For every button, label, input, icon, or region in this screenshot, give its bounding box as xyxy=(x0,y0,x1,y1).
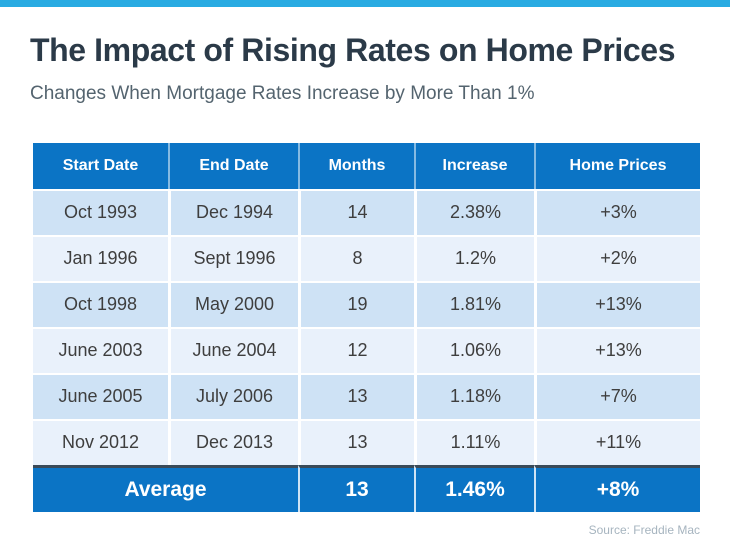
column-header-start-date: Start Date xyxy=(33,142,168,189)
table-row: Oct 1993 Dec 1994 14 2.38% +3% xyxy=(33,188,700,235)
cell-start-date: June 2003 xyxy=(33,326,168,373)
average-home-prices: +8% xyxy=(534,464,700,512)
cell-increase: 2.38% xyxy=(414,188,534,235)
cell-start-date: Oct 1993 xyxy=(33,188,168,235)
average-months: 13 xyxy=(298,464,414,512)
column-header-home-prices: Home Prices xyxy=(534,142,700,189)
column-header-end-date: End Date xyxy=(168,142,298,189)
infographic: The Impact of Rising Rates on Home Price… xyxy=(0,32,730,537)
cell-home-prices: +11% xyxy=(534,418,700,465)
cell-home-prices: +13% xyxy=(534,280,700,327)
cell-home-prices: +13% xyxy=(534,326,700,373)
table-row: Nov 2012 Dec 2013 13 1.11% +11% xyxy=(33,418,700,465)
cell-home-prices: +3% xyxy=(534,188,700,235)
table-row: Oct 1998 May 2000 19 1.81% +13% xyxy=(33,280,700,327)
cell-months: 13 xyxy=(298,372,414,419)
cell-end-date: Sept 1996 xyxy=(168,234,298,281)
cell-increase: 1.06% xyxy=(414,326,534,373)
table-row: June 2005 July 2006 13 1.18% +7% xyxy=(33,372,700,419)
cell-home-prices: +7% xyxy=(534,372,700,419)
column-header-increase: Increase xyxy=(414,142,534,189)
cell-months: 14 xyxy=(298,188,414,235)
cell-months: 12 xyxy=(298,326,414,373)
cell-increase: 1.2% xyxy=(414,234,534,281)
column-header-months: Months xyxy=(298,142,414,189)
cell-months: 8 xyxy=(298,234,414,281)
table-footer: Average 13 1.46% +8% xyxy=(33,464,700,512)
cell-increase: 1.11% xyxy=(414,418,534,465)
cell-end-date: Dec 1994 xyxy=(168,188,298,235)
cell-end-date: May 2000 xyxy=(168,280,298,327)
page-subtitle: Changes When Mortgage Rates Increase by … xyxy=(30,82,535,104)
cell-start-date: June 2005 xyxy=(33,372,168,419)
cell-home-prices: +2% xyxy=(534,234,700,281)
average-row: Average 13 1.46% +8% xyxy=(33,464,700,512)
table-row: Jan 1996 Sept 1996 8 1.2% +2% xyxy=(33,234,700,281)
rates-table: Start Date End Date Months Increase Home… xyxy=(33,142,700,512)
cell-end-date: July 2006 xyxy=(168,372,298,419)
source-note: Source: Freddie Mac xyxy=(588,522,700,537)
cell-increase: 1.81% xyxy=(414,280,534,327)
cell-months: 13 xyxy=(298,418,414,465)
cell-end-date: June 2004 xyxy=(168,326,298,373)
average-increase: 1.46% xyxy=(414,464,534,512)
cell-start-date: Nov 2012 xyxy=(33,418,168,465)
table-body: Oct 1993 Dec 1994 14 2.38% +3% Jan 1996 … xyxy=(33,188,700,465)
cell-start-date: Jan 1996 xyxy=(33,234,168,281)
table-row: June 2003 June 2004 12 1.06% +13% xyxy=(33,326,700,373)
cell-months: 19 xyxy=(298,280,414,327)
page-title: The Impact of Rising Rates on Home Price… xyxy=(30,32,676,68)
top-accent-bar xyxy=(0,0,730,7)
cell-start-date: Oct 1998 xyxy=(33,280,168,327)
average-label: Average xyxy=(33,464,298,512)
header-row: Start Date End Date Months Increase Home… xyxy=(33,142,700,189)
table-header: Start Date End Date Months Increase Home… xyxy=(33,142,700,189)
cell-increase: 1.18% xyxy=(414,372,534,419)
cell-end-date: Dec 2013 xyxy=(168,418,298,465)
